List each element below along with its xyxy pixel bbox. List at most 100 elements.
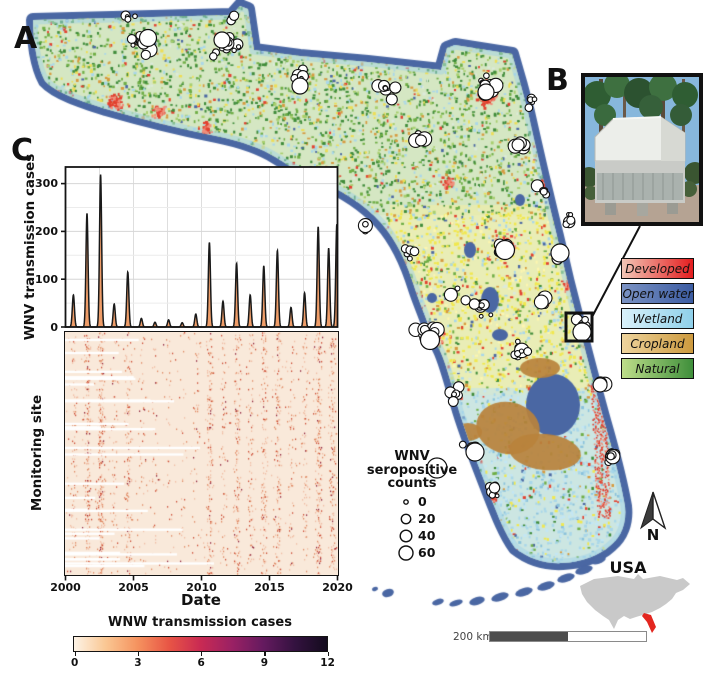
seropositive-count-circle (406, 255, 413, 262)
photo-coop (594, 116, 686, 216)
seropositive-count-circle (566, 215, 576, 225)
x-tick-label: 2015 (254, 581, 285, 594)
seropositive-count-circle (382, 85, 389, 91)
seropositive-count-circle (606, 452, 615, 461)
sentinel-coop-photo (581, 73, 703, 226)
seropositive-count-circle (414, 134, 428, 147)
heatmap-ylabel: Monitoring site (29, 394, 45, 512)
seropositive-count-circle (550, 243, 570, 263)
legend-item-label: Wetland (632, 311, 683, 326)
colorbar-tick-mark (264, 652, 266, 656)
seropositive-count-circle (362, 220, 369, 228)
usa-silhouette (580, 574, 690, 629)
panel-b-label: B (546, 63, 569, 98)
legend-item-open-water: Open water (621, 283, 694, 304)
seropositive-count-circle (539, 187, 548, 196)
legend-item-label: Cropland (630, 336, 685, 351)
seropositive-count-circle (451, 391, 458, 398)
seropositive-count-circle (385, 93, 398, 106)
seropositive-count-circle (231, 47, 237, 54)
seropositive-count-circle (581, 315, 589, 324)
colorbar (73, 636, 328, 652)
colorbar-tick-label: 3 (134, 657, 142, 669)
seropositive-count-circle (478, 313, 484, 319)
north-arrow-icon: N (640, 491, 667, 544)
scale-bar (489, 631, 647, 642)
seropositive-count-circle (531, 96, 538, 103)
panel-c-label: C (11, 133, 34, 168)
legend-item-label: Natural (635, 361, 680, 376)
seropositive-count-circle (572, 322, 592, 342)
seropositive-count-circle (132, 13, 138, 20)
colorbar-tick-label: 0 (70, 657, 79, 669)
colorbar-tick-mark (74, 652, 76, 656)
seropositive-count-circle (228, 10, 240, 21)
size-legend-circle (399, 529, 413, 543)
y-tick-label: 200 (35, 224, 58, 238)
scale-bar-label: 200 km (453, 631, 493, 643)
florida-highlight (642, 613, 656, 633)
seropositive-count-circle (235, 44, 242, 50)
seropositive-count-circle (419, 329, 441, 351)
size-legend-value: 60 (418, 545, 436, 560)
seropositive-count-circle (478, 302, 485, 309)
colorbar-title: WNW transmission cases (108, 615, 292, 630)
study-site-square (564, 311, 594, 343)
usa-inset-map (580, 574, 690, 633)
seropositive-count-circle (443, 287, 458, 302)
seropositive-count-circle (126, 34, 137, 44)
colorbar-tick-label: 9 (260, 657, 268, 669)
y-tick-label: 100 (35, 272, 58, 286)
size-legend-circle (400, 513, 412, 525)
seropositive-count-circle (488, 312, 494, 318)
size-legend-title: WNV seropositive counts (366, 449, 458, 492)
legend-item-cropland: Cropland (621, 333, 694, 354)
seropositive-count-circle (523, 347, 533, 356)
photo-trees (583, 73, 698, 149)
x-tick-label: 2010 (186, 581, 217, 594)
size-legend-circle (398, 545, 414, 561)
panel-a-label: A (14, 21, 38, 56)
size-legend-value: 20 (418, 511, 436, 526)
seropositive-count-circle (447, 396, 459, 407)
seropositive-count-circle (140, 49, 151, 61)
colorbar-tick-mark (201, 652, 203, 656)
seropositive-count-circle (533, 294, 549, 310)
size-legend-value: 0 (418, 494, 427, 509)
seropositive-count-circle (518, 348, 525, 354)
seropositive-count-circle (488, 482, 501, 494)
size-legend-circle (403, 499, 409, 505)
y-tick-label: 0 (50, 320, 58, 334)
timeseries-frame (64, 166, 339, 328)
seropositive-count-circle (130, 42, 136, 48)
seropositive-count-circle (568, 212, 574, 218)
legend-item-developed: Developed (621, 258, 694, 279)
size-legend-value: 40 (418, 528, 436, 543)
seropositive-count-circle (213, 31, 231, 49)
wnv-timeseries-chart (61, 166, 339, 328)
seropositive-count-circle (592, 377, 608, 393)
seropositive-count-circle (458, 440, 467, 449)
scale-bar-fill (490, 632, 568, 641)
x-tick-label: 2000 (50, 581, 81, 594)
seropositive-count-circle (524, 103, 534, 113)
legend-item-natural: Natural (621, 358, 694, 379)
legend-item-wetland: Wetland (621, 308, 694, 329)
north-arrow-label: N (647, 526, 660, 544)
x-tick-label: 2005 (118, 581, 149, 594)
seropositive-count-circle (494, 239, 516, 261)
seropositive-circles (120, 10, 621, 499)
monitoring-site-heatmap (64, 331, 339, 576)
seropositive-count-circle (291, 77, 309, 95)
y-tick-label: 300 (35, 177, 58, 191)
seropositive-count-circle (409, 246, 420, 257)
seropositive-count-circle (477, 83, 495, 101)
x-axis-label: Date (181, 591, 221, 609)
colorbar-tick-mark (137, 652, 140, 656)
legend-item-label: Open water (622, 286, 693, 301)
usa-inset-label: USA (609, 558, 647, 577)
legend-item-label: Developed (625, 261, 690, 276)
seropositive-count-circle (511, 138, 525, 152)
seropositive-count-circle (465, 442, 485, 462)
